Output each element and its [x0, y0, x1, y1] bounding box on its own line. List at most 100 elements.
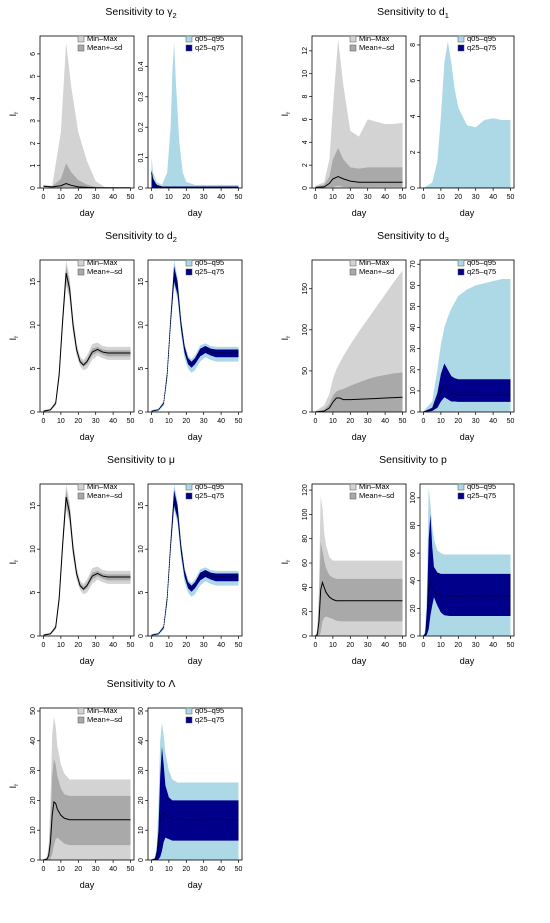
plot-frame: [419, 35, 515, 189]
left-plot: 0 20 40 60 80 100 120 0 10 20 30 40 50 day Min–MaxMean…: [280, 482, 407, 666]
x-tick-label: 0: [314, 194, 318, 201]
y-tick-label: 6: [410, 79, 417, 83]
y-tick-label: 100: [302, 324, 309, 336]
y-tick-label: 10: [302, 70, 309, 78]
mean-sd-band: [43, 490, 131, 636]
title-prefix: Sensitivity to: [107, 454, 169, 466]
x-tick-label: 30: [364, 418, 372, 425]
legend-swatch: [185, 483, 193, 491]
x-tick-label: 40: [489, 194, 497, 201]
y-tick-label: 120: [302, 484, 309, 496]
x-tick-label: 0: [42, 418, 46, 425]
y-tick-label: 30: [410, 345, 417, 353]
x-tick-label: 10: [57, 642, 65, 649]
x-tick-label: 40: [381, 418, 389, 425]
ylabel-sub: r: [13, 559, 20, 562]
x-axis-label: day: [188, 208, 203, 218]
plot-frame: [39, 35, 135, 189]
y-tick-label: 10: [30, 545, 37, 553]
x-tick-label: 30: [472, 194, 480, 201]
x-tick-label: 50: [127, 194, 135, 201]
mean-line: [315, 396, 403, 412]
legend-label: q05–q95: [195, 258, 224, 267]
y-tick-label: 0: [302, 410, 309, 414]
legend-label: q05–q95: [467, 482, 496, 491]
legend-swatch: [185, 716, 193, 724]
x-tick-label: 30: [92, 194, 100, 201]
left-areas: [315, 496, 403, 636]
y-tick-label: 40: [30, 737, 37, 745]
y-tick-label: 30: [138, 767, 145, 775]
legend-label: q25–q75: [195, 43, 224, 52]
y-tick-label: 20: [410, 366, 417, 374]
y-tick-label: 40: [302, 583, 309, 591]
x-tick-label: 10: [165, 866, 173, 873]
legend-label: Min–Max: [359, 482, 390, 491]
mean-sd-band: [43, 266, 131, 412]
title-prefix: Sensitivity to: [107, 678, 169, 690]
x-tick-label: 0: [150, 866, 154, 873]
y-tick-label: 10: [138, 826, 145, 834]
median-line: [423, 383, 511, 412]
y-tick-label: 10: [30, 826, 37, 834]
plot-frame: [311, 35, 407, 189]
title-subscript: 3: [445, 235, 449, 244]
plot-frame: [147, 483, 243, 637]
x-tick-label: 20: [182, 418, 190, 425]
x-axis-label: day: [80, 880, 95, 890]
y-tick-label: 150: [302, 283, 309, 295]
x-tick-label: 10: [57, 866, 65, 873]
y-tick-label: 6: [302, 117, 309, 121]
title-subscript: 1: [445, 11, 449, 20]
y-axis-label: Ir: [8, 783, 20, 789]
x-tick-label: 0: [42, 194, 46, 201]
minmax-band: [43, 484, 131, 636]
ylabel-main: I: [8, 786, 18, 789]
legend-swatch: [77, 259, 85, 267]
x-tick-label: 30: [200, 194, 208, 201]
legend-swatch: [349, 259, 357, 267]
x-tick-label: 20: [74, 866, 82, 873]
y-tick-label: 8: [410, 43, 417, 47]
x-tick-label: 40: [217, 194, 225, 201]
plot-frame: [39, 259, 135, 413]
y-tick-label: 10: [30, 321, 37, 329]
x-tick-label: 0: [422, 642, 426, 649]
x-tick-label: 20: [346, 418, 354, 425]
y-tick-label: 100: [410, 492, 417, 504]
q25-q75-band: [151, 490, 239, 636]
y-tick-label: 5: [30, 591, 37, 595]
right-areas: [423, 41, 511, 188]
y-tick-label: 4: [302, 140, 309, 144]
y-tick-label: 5: [30, 367, 37, 371]
mean-line: [315, 580, 403, 636]
y-tick-label: 4: [30, 97, 37, 101]
x-tick-label: 10: [57, 418, 65, 425]
y-tick-label: 2: [30, 141, 37, 145]
legend-swatch: [185, 268, 193, 276]
x-tick-label: 0: [314, 642, 318, 649]
right-areas: [151, 484, 239, 636]
title-prefix: Sensitivity to d: [105, 230, 173, 242]
x-tick-label: 40: [489, 418, 497, 425]
legend-swatch: [349, 44, 357, 52]
panel-title: Sensitivity to d3: [377, 230, 449, 244]
x-tick-label: 50: [507, 642, 515, 649]
legend-swatch: [457, 492, 465, 500]
panel-title: Sensitivity to μ: [107, 454, 175, 466]
legend-swatch: [185, 35, 193, 43]
legend-swatch: [457, 259, 465, 267]
y-tick-label: 3: [30, 119, 37, 123]
ylabel-sub: r: [285, 111, 292, 114]
legend-label: q05–q95: [467, 34, 496, 43]
y-tick-label: 0: [410, 634, 417, 638]
